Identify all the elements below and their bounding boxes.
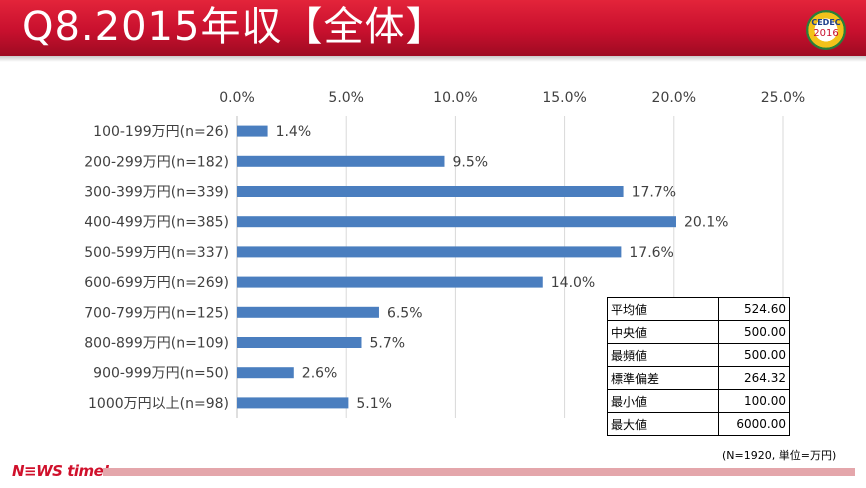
cedec-logo: CEDEC 2016 — [806, 10, 846, 50]
stats-row: 最小値 100.00 — [607, 389, 790, 413]
stats-value: 524.60 — [718, 297, 790, 321]
header-shadow — [0, 56, 866, 62]
footnote: (N=1920, 単位=万円) — [722, 449, 837, 462]
bar — [237, 246, 622, 258]
stats-label: 最頻値 — [607, 343, 719, 367]
bar — [237, 337, 362, 348]
stats-row: 標準偏差 264.32 — [607, 366, 790, 390]
stats-label: 平均値 — [607, 297, 719, 321]
stats-label: 中央値 — [607, 320, 719, 344]
bar — [237, 186, 624, 197]
category-label: 500-599万円(n=337) — [84, 245, 229, 261]
bar — [237, 367, 294, 379]
bar — [237, 306, 379, 318]
category-label: 600-699万円(n=269) — [84, 275, 229, 291]
stats-row: 最頻値 500.00 — [607, 343, 790, 367]
data-label: 5.7% — [369, 336, 405, 352]
bar — [237, 397, 349, 409]
category-label: 100-199万円(n=26) — [93, 124, 229, 140]
page-title: Q8.2015年収【全体】 — [22, 4, 447, 50]
stats-value: 500.00 — [718, 343, 790, 367]
stats-row: 中央値 500.00 — [607, 320, 790, 344]
stats-row: 平均値 524.60 — [607, 297, 790, 321]
bar — [237, 125, 268, 137]
stats-value: 6000.00 — [718, 412, 790, 436]
x-tick-label: 15.0% — [542, 90, 586, 106]
footer-bar — [103, 468, 855, 476]
stats-value: 264.32 — [718, 366, 790, 390]
stats-label: 標準偏差 — [607, 366, 719, 390]
stats-label: 最小値 — [607, 389, 719, 413]
stats-label: 最大値 — [607, 412, 719, 436]
category-label: 400-499万円(n=385) — [84, 215, 229, 231]
bar — [237, 276, 543, 288]
stats-value: 500.00 — [718, 320, 790, 344]
stats-value: 100.00 — [718, 389, 790, 413]
bar — [237, 155, 445, 167]
x-tick-label: 20.0% — [652, 90, 696, 106]
category-label: 700-799万円(n=125) — [84, 305, 229, 321]
category-label: 300-399万円(n=339) — [84, 185, 229, 201]
logo-text-top: CEDEC — [811, 18, 841, 27]
news-time-logo: N≡WS time! — [12, 462, 110, 480]
x-tick-label: 0.0% — [219, 90, 255, 106]
x-tick-label: 5.0% — [328, 90, 364, 106]
data-label: 2.6% — [302, 366, 338, 382]
data-label: 5.1% — [356, 396, 392, 412]
category-label: 200-299万円(n=182) — [84, 154, 229, 170]
category-label: 900-999万円(n=50) — [93, 366, 229, 382]
bar — [237, 216, 676, 228]
data-label: 17.6% — [629, 245, 673, 261]
logo-text-bottom: 2016 — [813, 28, 839, 39]
stats-table: 平均値 524.60 中央値 500.00 最頻値 500.00 標準偏差 264.32… — [607, 297, 790, 436]
x-tick-label: 10.0% — [433, 90, 477, 106]
data-label: 9.5% — [452, 154, 488, 170]
category-label: 800-899万円(n=109) — [84, 336, 229, 352]
data-label: 17.7% — [632, 185, 676, 201]
header-banner — [0, 0, 866, 56]
data-label: 14.0% — [551, 275, 595, 291]
data-label: 20.1% — [684, 215, 728, 231]
data-label: 6.5% — [387, 305, 423, 321]
category-label: 1000万円以上(n=98) — [88, 396, 229, 412]
data-label: 1.4% — [276, 124, 312, 140]
x-tick-label: 25.0% — [761, 90, 805, 106]
stats-row: 最大値 6000.00 — [607, 412, 790, 436]
